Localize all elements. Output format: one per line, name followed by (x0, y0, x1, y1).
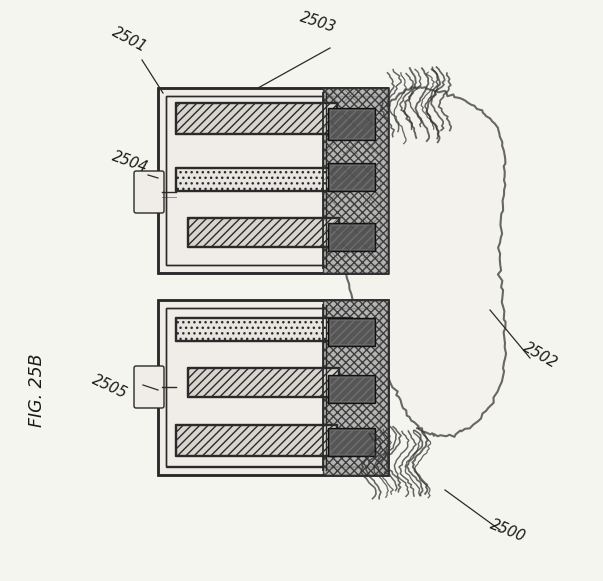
Bar (176, 318, 351, 340)
Bar (330, 225, 373, 249)
Bar (176, 425, 336, 455)
Bar (328, 108, 375, 140)
Text: 2502: 2502 (520, 339, 560, 371)
Bar (330, 110, 373, 138)
FancyBboxPatch shape (134, 171, 164, 213)
Text: 2505: 2505 (90, 372, 130, 401)
Bar (330, 430, 373, 454)
Bar (176, 103, 336, 133)
Bar (328, 223, 375, 251)
Bar (330, 377, 373, 401)
Bar (328, 163, 375, 191)
Text: 2503: 2503 (298, 9, 338, 35)
Bar (175, 424, 337, 456)
Polygon shape (346, 87, 506, 437)
Bar (176, 168, 351, 190)
FancyBboxPatch shape (134, 366, 164, 408)
Bar (330, 320, 373, 344)
Bar (330, 165, 373, 189)
Bar (328, 318, 375, 346)
Bar (328, 375, 375, 403)
Text: 2500: 2500 (488, 517, 528, 545)
Bar (188, 368, 338, 396)
Text: FIG. 25B: FIG. 25B (28, 353, 46, 427)
Bar (188, 218, 338, 246)
FancyBboxPatch shape (158, 300, 388, 475)
Text: 2504: 2504 (110, 148, 150, 175)
Bar (187, 367, 339, 397)
Bar (323, 300, 388, 475)
Bar (175, 317, 352, 341)
Bar (328, 428, 375, 456)
Bar (323, 88, 388, 273)
Bar (175, 167, 352, 191)
FancyBboxPatch shape (158, 88, 388, 273)
Text: 2501: 2501 (110, 24, 150, 55)
Bar (187, 217, 339, 247)
Bar (175, 102, 337, 134)
